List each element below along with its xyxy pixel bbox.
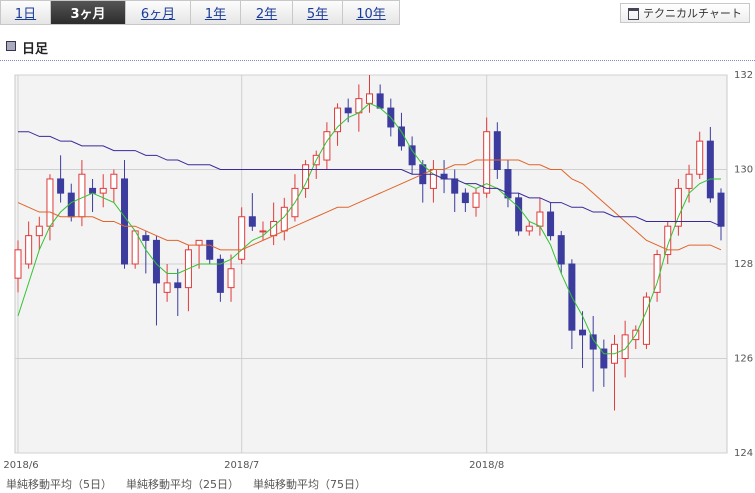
candle-body [376,93,384,109]
period-tab[interactable]: 6ヶ月 [125,0,190,25]
candle-body [302,164,310,189]
candle-body [99,187,107,194]
y-tick-label: 128 [734,259,753,270]
candle-body [216,258,224,293]
candle-body [110,173,118,189]
candle-body [461,192,469,204]
candle-body [227,268,235,289]
period-tab[interactable]: 5年 [292,0,342,25]
candle-body [536,211,544,227]
candle-body [259,230,267,233]
candle-body [653,254,661,293]
candle-body [344,107,352,114]
separator [0,60,755,61]
candle-body [621,334,629,359]
period-tab[interactable]: 1日 [0,0,50,25]
period-tabs: 1日 3ヶ月 6ヶ月 1年 2年 5年 10年 [0,0,400,25]
candle-body [696,140,704,175]
candle-body [493,131,501,170]
y-tick-label: 124 [734,448,753,459]
candle-body [89,187,97,194]
period-tab[interactable]: 10年 [342,0,400,25]
y-tick-label: 126 [734,354,753,365]
y-tick-label: 130 [734,165,753,176]
candle-body [525,225,533,232]
candle-body [25,235,33,265]
candle-body [472,192,480,208]
candle-body [483,131,491,194]
legend-entry: 単純移動平均（75日） [253,477,366,491]
candle-body [248,216,256,227]
candle-body [451,178,459,194]
candle-body [579,329,587,336]
candle-body [174,282,182,289]
candle-body [142,235,150,241]
candle-body [674,187,682,227]
candle-body [642,296,650,345]
candle-body [408,145,416,166]
period-tab[interactable]: 2年 [240,0,292,25]
candle-body [600,348,608,369]
candle-body [238,216,246,260]
period-tab[interactable]: 3ヶ月 [50,0,125,25]
moving-average-line [18,131,722,227]
candle-body [206,239,214,260]
candle-body [57,178,65,194]
candle-body [14,249,22,279]
x-tick-label: 2018/6 [3,460,38,471]
candle-body [152,239,160,284]
candle-body [46,178,54,227]
candle-body [717,192,725,227]
moving-average-line [17,102,721,355]
candle-body [131,230,139,265]
candle-body [366,93,373,104]
x-tick-label: 2018/8 [469,460,504,471]
legend-entry: 単純移動平均（5日） [6,477,112,491]
candle-body [195,239,203,246]
moving-average-line [17,159,722,251]
candle-body [664,225,672,256]
legend-entry: 単純移動平均（25日） [126,477,239,491]
period-tab[interactable]: 1年 [190,0,240,25]
candle-body [685,173,693,189]
x-tick-label: 2018/7 [224,460,259,471]
candle-body [163,282,171,293]
candle-body [547,211,555,237]
section-title: 日足 [6,38,48,57]
candle-body [78,173,86,218]
candle-body [35,225,43,237]
candle-body [515,197,523,232]
candle-body [589,334,597,350]
candle-body [334,107,342,133]
y-tick-label: 132 [734,70,753,81]
candle-body [706,140,714,199]
technical-chart-button[interactable]: テクニカルチャート [620,3,750,23]
candle-body [557,235,565,265]
candle-body [121,178,129,265]
